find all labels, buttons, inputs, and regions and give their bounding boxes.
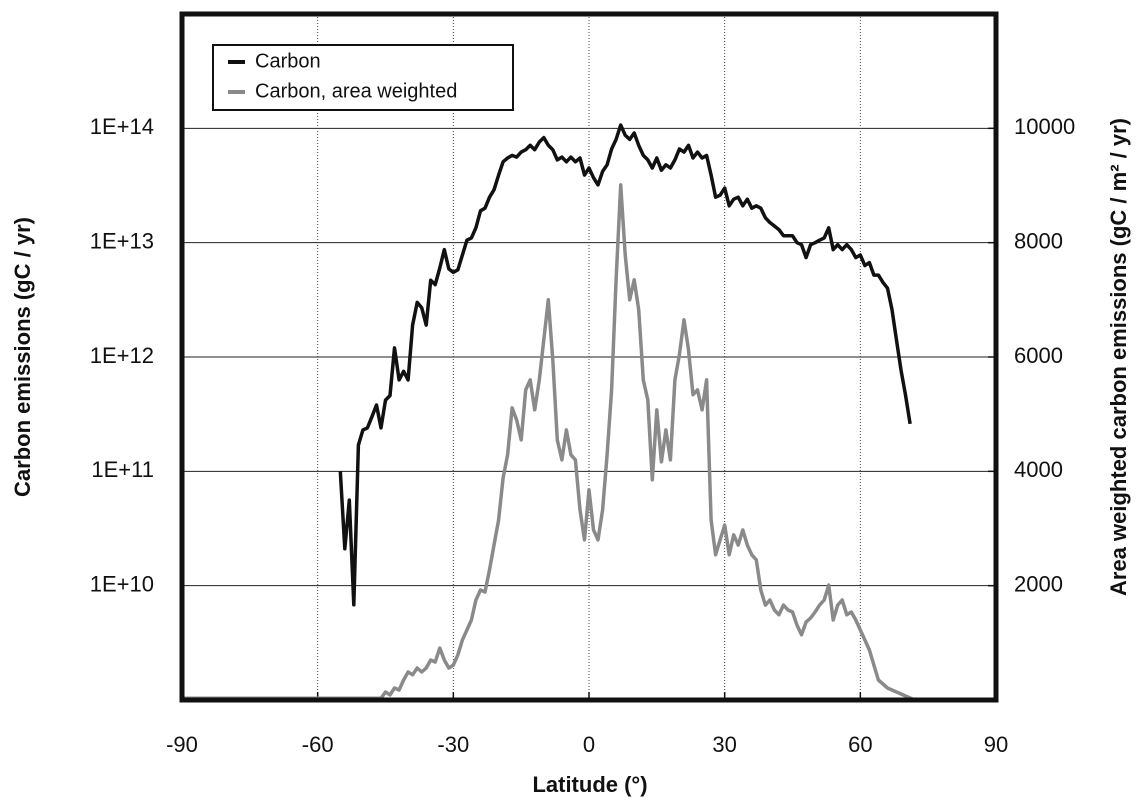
x-tick-label: 90	[984, 732, 1008, 757]
x-axis-title: Latitude (°)	[532, 772, 647, 797]
y2-tick-label: 2000	[1014, 571, 1063, 596]
x-tick-label: 30	[712, 732, 736, 757]
legend-label: Carbon	[255, 50, 321, 72]
plot-frame	[179, 11, 999, 703]
x-tick-label: -90	[166, 732, 198, 757]
y2-tick-label: 10000	[1014, 114, 1075, 139]
x-tick-label: -30	[437, 732, 469, 757]
y-tick-label: 1E+11	[91, 457, 154, 482]
legend-box	[212, 44, 514, 111]
y2-tick-label: 4000	[1014, 457, 1063, 482]
y-tick-label: 1E+10	[90, 571, 154, 596]
y-axis-title: Carbon emissions (gC / yr)	[10, 217, 35, 497]
y-tick-label: 1E+13	[90, 228, 154, 253]
data-line	[338, 123, 912, 607]
legend-label: Carbon, area weighted	[255, 80, 457, 102]
y-tick-label: 1E+14	[90, 114, 154, 139]
data-line	[182, 183, 916, 702]
y2-axis-title: Area weighted carbon emissions (gC / m² …	[1106, 118, 1131, 596]
x-tick-label: 0	[583, 732, 595, 757]
x-tick-label: 60	[848, 732, 872, 757]
y2-tick-label: 8000	[1014, 228, 1063, 253]
y-tick-label: 1E+12	[90, 343, 154, 368]
x-tick-label: -60	[302, 732, 334, 757]
y2-tick-label: 6000	[1014, 343, 1063, 368]
